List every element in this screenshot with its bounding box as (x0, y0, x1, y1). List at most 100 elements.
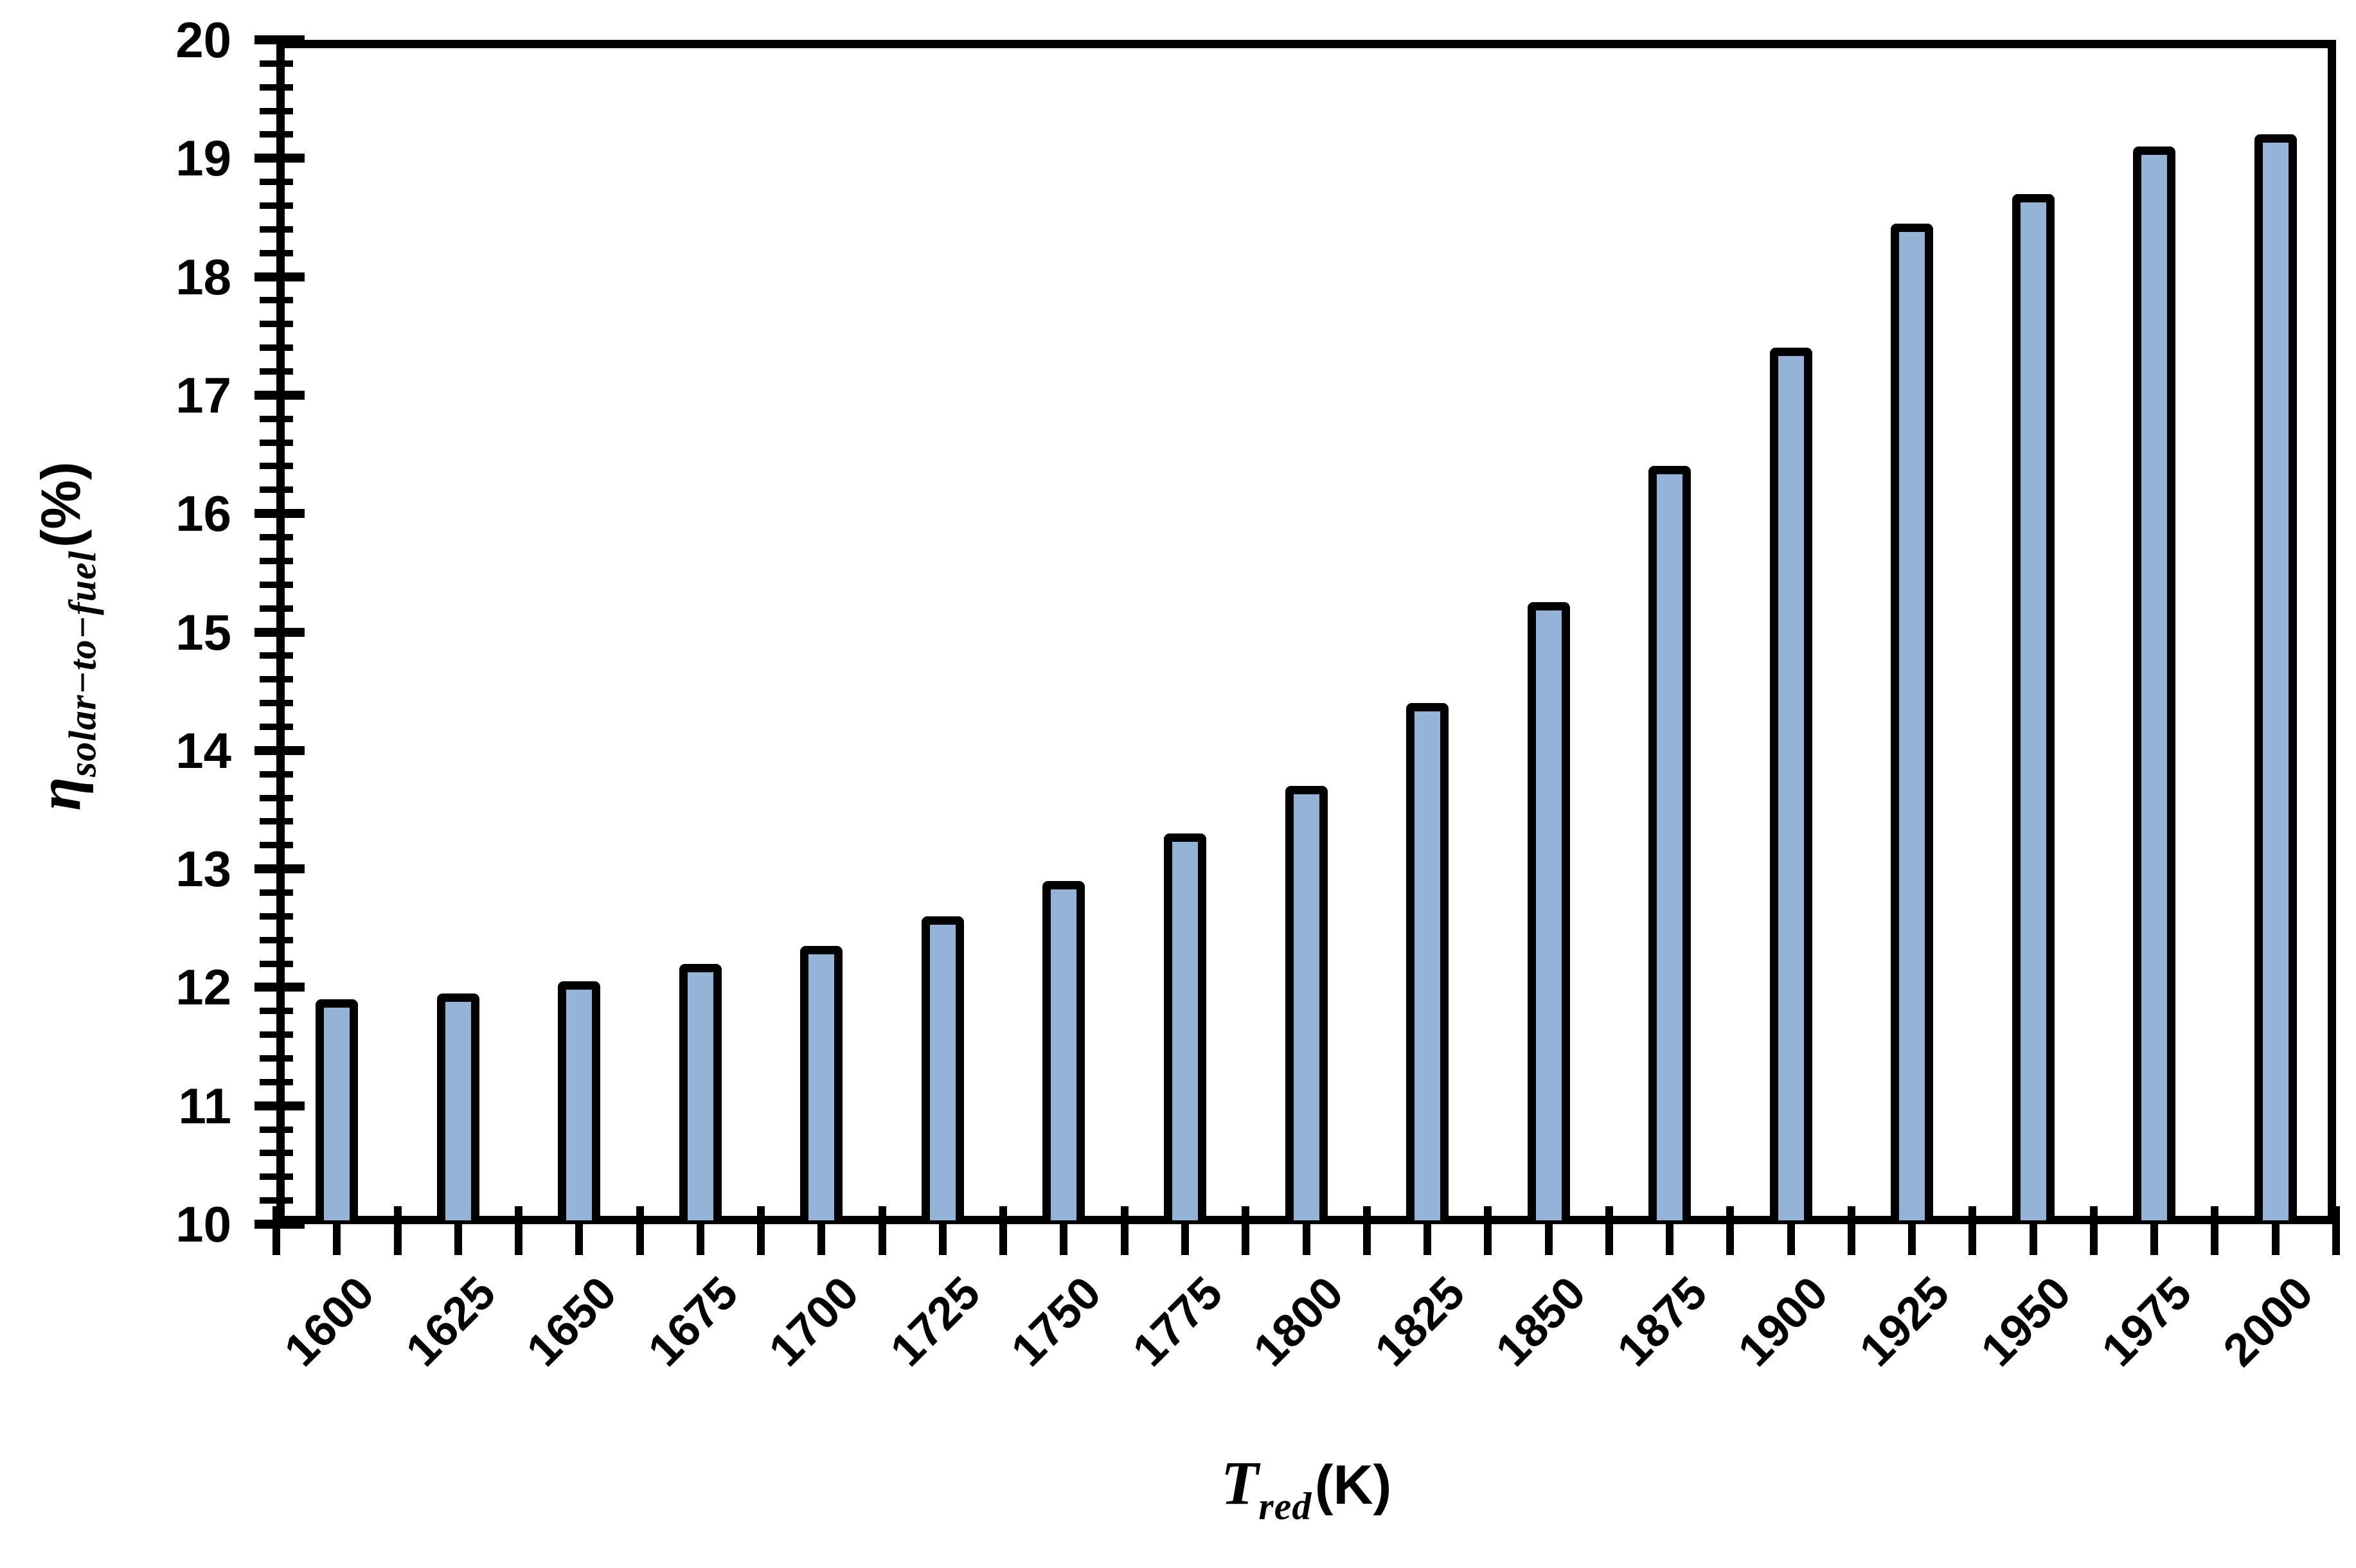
bar (679, 964, 722, 1220)
bar (2133, 147, 2175, 1220)
x-tick (2089, 1206, 2098, 1255)
y-major-tick (254, 154, 305, 163)
y-minor-tick (260, 344, 293, 352)
bar (1406, 703, 1449, 1220)
bar (1285, 786, 1328, 1220)
y-tick-label: 18 (175, 248, 231, 305)
y-major-tick (254, 272, 305, 281)
x-tick-label: 1675 (638, 1267, 748, 1376)
y-minor-tick (260, 202, 293, 209)
bar (1891, 224, 1933, 1220)
x-tick-label: 1700 (759, 1267, 869, 1376)
y-tick-label: 20 (175, 12, 231, 68)
y-minor-tick (260, 1078, 293, 1085)
y-minor-tick (260, 771, 293, 778)
y-minor-tick (260, 818, 293, 825)
x-tick (1484, 1206, 1492, 1255)
x-tick (1847, 1206, 1855, 1255)
x-tick (999, 1206, 1008, 1255)
y-minor-tick (260, 723, 293, 730)
bar (437, 993, 479, 1220)
bar (316, 999, 358, 1220)
y-minor-tick (260, 249, 293, 256)
y-major-tick (254, 627, 305, 637)
x-tick (1968, 1206, 1977, 1255)
y-minor-tick (260, 84, 293, 91)
x-tick-label: 1925 (1850, 1267, 1959, 1376)
y-major-tick (254, 35, 305, 44)
x-tick-label: 1750 (1001, 1267, 1111, 1376)
x-tick-label: 1975 (2092, 1267, 2202, 1376)
y-tick-label: 16 (175, 485, 231, 542)
y-minor-tick (260, 131, 293, 138)
bar (2254, 134, 2297, 1220)
y-minor-tick (260, 179, 293, 186)
y-major-tick (254, 509, 305, 519)
y-tick-label: 12 (175, 959, 231, 1016)
x-tick-label: 1625 (396, 1267, 506, 1376)
bar (558, 981, 600, 1220)
y-tick-label: 15 (175, 603, 231, 661)
y-minor-tick (260, 297, 293, 304)
y-minor-tick (260, 439, 293, 446)
bar (922, 916, 964, 1220)
x-axis-title: Tred (K) (276, 1447, 2336, 1529)
x-tick (757, 1206, 765, 1255)
bar (800, 946, 843, 1220)
y-minor-tick (260, 463, 293, 470)
y-minor-tick (260, 1173, 293, 1180)
y-tick-label: 11 (178, 1077, 231, 1134)
y-tick-label: 17 (175, 366, 231, 423)
y-minor-tick (260, 700, 293, 707)
y-minor-tick (260, 913, 293, 920)
x-tick (878, 1206, 886, 1255)
x-tick (393, 1206, 402, 1255)
bar (1770, 348, 1812, 1220)
bar (1042, 881, 1085, 1220)
y-minor-tick (260, 321, 293, 328)
y-minor-tick (260, 534, 293, 541)
y-minor-tick (260, 107, 293, 114)
y-major-tick (254, 864, 305, 874)
y-minor-tick (260, 652, 293, 659)
y-major-tick (254, 390, 305, 400)
y-minor-tick (260, 226, 293, 233)
y-tick-label: 19 (175, 130, 231, 187)
x-tick-label: 1775 (1123, 1267, 1233, 1376)
x-tick-label: 1650 (517, 1267, 627, 1376)
x-tick-label: 2000 (2213, 1267, 2323, 1376)
x-tick-label: 1950 (1971, 1267, 2080, 1376)
x-axis-subscript: red (1258, 1485, 1312, 1528)
x-tick (2332, 1206, 2340, 1255)
bar (1648, 466, 1691, 1220)
y-major-tick (254, 1101, 305, 1110)
x-axis-symbol: T (1220, 1448, 1259, 1517)
y-minor-tick (260, 415, 293, 422)
x-tick-label: 1725 (880, 1267, 990, 1376)
y-minor-tick (260, 676, 293, 683)
y-major-tick (254, 983, 305, 992)
x-tick-label: 1850 (1486, 1267, 1596, 1376)
y-minor-tick (260, 842, 293, 849)
y-major-tick (254, 745, 305, 755)
y-minor-tick (260, 936, 293, 943)
y-minor-tick (260, 368, 293, 375)
x-tick-label: 1875 (1607, 1267, 1717, 1376)
x-tick (2211, 1206, 2219, 1255)
bar (1164, 833, 1206, 1220)
x-tick-label: 1600 (274, 1267, 384, 1376)
x-tick (272, 1206, 280, 1255)
y-minor-tick (260, 581, 293, 588)
bar (2012, 194, 2055, 1220)
y-minor-tick (260, 889, 293, 896)
y-tick-label: 13 (175, 841, 231, 898)
y-minor-tick (260, 557, 293, 564)
y-tick-label: 10 (175, 1196, 231, 1252)
y-minor-tick (260, 1197, 293, 1204)
y-minor-tick (260, 486, 293, 494)
y-minor-tick (260, 960, 293, 967)
bar (1528, 602, 1570, 1220)
y-minor-tick (260, 60, 293, 67)
x-tick (1120, 1206, 1129, 1255)
